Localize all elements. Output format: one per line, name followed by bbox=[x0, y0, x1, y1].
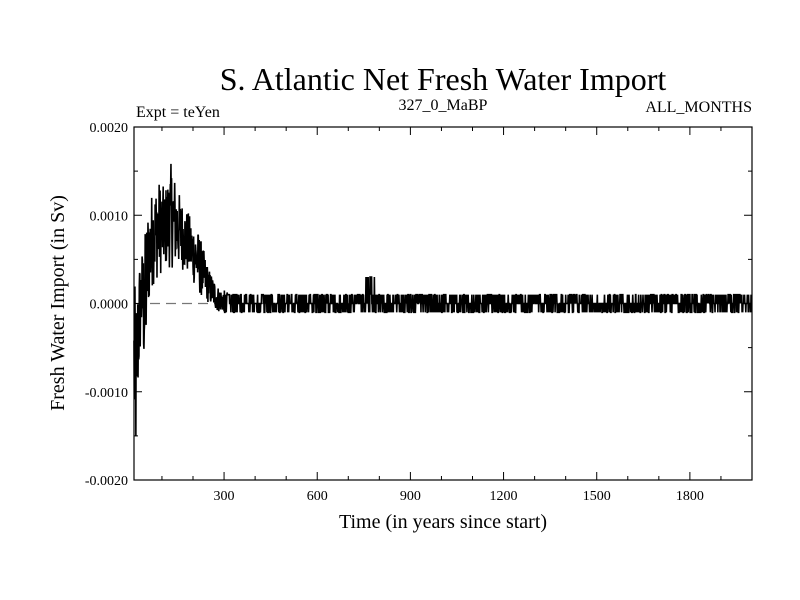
x-axis-label: Time (in years since start) bbox=[339, 511, 547, 533]
plot-area bbox=[133, 126, 753, 481]
y-tick-label: -0.0010 bbox=[85, 386, 128, 401]
y-axis: -0.0020 -0.0010 0.0000 0.0010 0.0020 bbox=[85, 121, 752, 489]
y-axis-label: Fresh Water Import (in Sv) bbox=[47, 195, 69, 411]
x-tick-label: 1500 bbox=[583, 489, 611, 504]
x-tick-label: 900 bbox=[400, 489, 421, 504]
y-tick-label: 0.0010 bbox=[90, 209, 129, 224]
x-tick-label: 1200 bbox=[490, 489, 518, 504]
chart-title: S. Atlantic Net Fresh Water Import bbox=[220, 61, 667, 97]
y-tick-label: 0.0020 bbox=[90, 121, 129, 136]
y-tick-label: -0.0020 bbox=[85, 474, 128, 489]
series-line-net-fresh-water-import bbox=[133, 163, 753, 437]
months-label: ALL_MONTHS bbox=[645, 99, 752, 116]
x-tick-label: 600 bbox=[307, 489, 328, 504]
expt-label: Expt = teYen bbox=[136, 104, 220, 121]
x-tick-label: 300 bbox=[214, 489, 235, 504]
x-tick-label: 1800 bbox=[676, 489, 704, 504]
y-tick-label: 0.0000 bbox=[90, 298, 129, 313]
series-layer bbox=[133, 163, 753, 437]
run-label: 327_0_MaBP bbox=[399, 97, 488, 114]
x-axis: 300 600 900 1200 1500 1800 bbox=[161, 127, 722, 504]
